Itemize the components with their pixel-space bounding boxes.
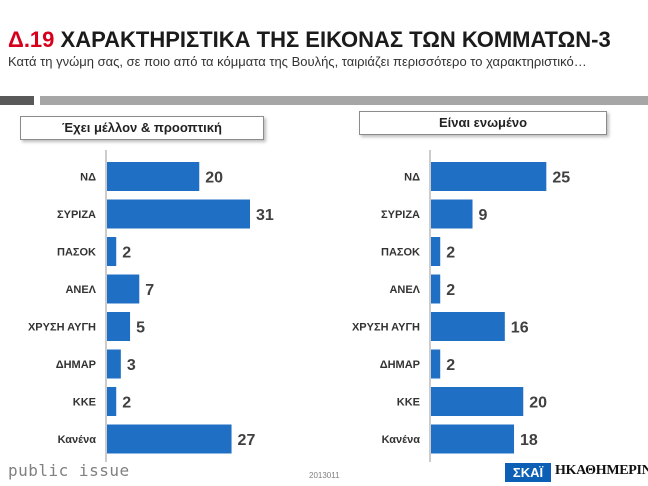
bar bbox=[431, 424, 515, 454]
chart-title-right: Είναι ενωμένο bbox=[359, 111, 607, 135]
bar bbox=[107, 274, 140, 304]
value-label: 18 bbox=[520, 432, 538, 449]
category-label: ΚΚΕ bbox=[73, 397, 96, 409]
slide-code: Δ.19 bbox=[8, 27, 55, 52]
category-label: ΠΑΣΟΚ bbox=[381, 247, 420, 259]
bar bbox=[107, 349, 121, 379]
value-label: 5 bbox=[136, 320, 145, 337]
category-label: ΚΚΕ bbox=[397, 397, 420, 409]
value-label: 2 bbox=[122, 245, 131, 262]
category-label: ΠΑΣΟΚ bbox=[57, 247, 96, 259]
bar bbox=[431, 312, 505, 341]
bar bbox=[431, 162, 547, 191]
value-label: 20 bbox=[529, 395, 547, 412]
page-title: Δ.19 ΧΑΡΑΚΤΗΡΙΣΤΙΚΑ ΤΗΣ ΕΙΚΟΝΑΣ ΤΩΝ ΚΟΜΜ… bbox=[8, 27, 611, 53]
value-label: 7 bbox=[145, 282, 154, 299]
bar bbox=[107, 387, 117, 416]
bar bbox=[107, 424, 232, 454]
bar bbox=[431, 387, 524, 416]
category-label: ΑΝΕΛ bbox=[65, 284, 96, 296]
bar bbox=[107, 162, 200, 191]
kathimerini-logo: ΗΚΑΘΗΜΕΡΙΝΗ bbox=[555, 463, 648, 478]
public-issue-logo: public issue bbox=[8, 461, 130, 480]
value-label: 2 bbox=[122, 395, 131, 412]
bar bbox=[107, 237, 117, 266]
value-label: 31 bbox=[256, 207, 274, 224]
bar-chart-right: ΝΔ 25 ΣΥΡΙΖΑ 9 ΠΑΣΟΚ 2 ΑΝΕΛ 2 ΧΡΥΣΗ ΑΥΓΗ 16 ΔΗΜΑΡ 2… bbox=[352, 150, 570, 462]
bar-chart-left: ΝΔ 20 ΣΥΡΙΖΑ 31 ΠΑΣΟΚ 2 ΑΝΕΛ 7 ΧΡΥΣΗ ΑΥΓΗ 5 ΔΗΜΑΡ 3… bbox=[28, 150, 274, 462]
category-label: ΧΡΥΣΗ ΑΥΓΗ bbox=[352, 322, 420, 334]
value-label: 2 bbox=[446, 282, 455, 299]
category-label: Κανένα bbox=[382, 434, 421, 446]
bar bbox=[107, 312, 131, 341]
category-label: ΧΡΥΣΗ ΑΥΓΗ bbox=[28, 322, 96, 334]
category-label: ΔΗΜΑΡ bbox=[56, 359, 96, 371]
value-label: 16 bbox=[511, 320, 529, 337]
value-label: 20 bbox=[205, 170, 223, 187]
value-label: 2 bbox=[446, 245, 455, 262]
bar bbox=[431, 349, 441, 379]
page-subtitle: Κατά τη γνώμη σας, σε ποιο από τα κόμματ… bbox=[8, 54, 587, 69]
category-label: ΝΔ bbox=[404, 172, 420, 184]
bar bbox=[431, 274, 441, 304]
divider-light bbox=[40, 96, 648, 105]
divider-dark bbox=[0, 96, 34, 105]
report-code: 2013011 bbox=[309, 471, 340, 480]
value-label: 9 bbox=[479, 207, 488, 224]
category-label: ΑΝΕΛ bbox=[389, 284, 420, 296]
bar bbox=[431, 237, 441, 266]
category-label: ΝΔ bbox=[80, 172, 96, 184]
value-label: 2 bbox=[446, 357, 455, 374]
category-label: ΔΗΜΑΡ bbox=[380, 359, 420, 371]
bar bbox=[431, 199, 473, 229]
title-text: ΧΑΡΑΚΤΗΡΙΣΤΙΚΑ ΤΗΣ ΕΙΚΟΝΑΣ ΤΩΝ ΚΟΜΜΑΤΩΝ-… bbox=[60, 27, 611, 52]
chart-title-left: Έχει μέλλον & προοπτική bbox=[20, 116, 264, 140]
category-label: ΣΥΡΙΖΑ bbox=[57, 209, 96, 221]
value-label: 27 bbox=[238, 432, 256, 449]
bar bbox=[107, 199, 250, 229]
value-label: 3 bbox=[127, 357, 136, 374]
category-label: Κανένα bbox=[58, 434, 97, 446]
value-label: 25 bbox=[552, 170, 570, 187]
skai-logo: ΣΚΑΪ bbox=[505, 463, 551, 482]
category-label: ΣΥΡΙΖΑ bbox=[381, 209, 420, 221]
